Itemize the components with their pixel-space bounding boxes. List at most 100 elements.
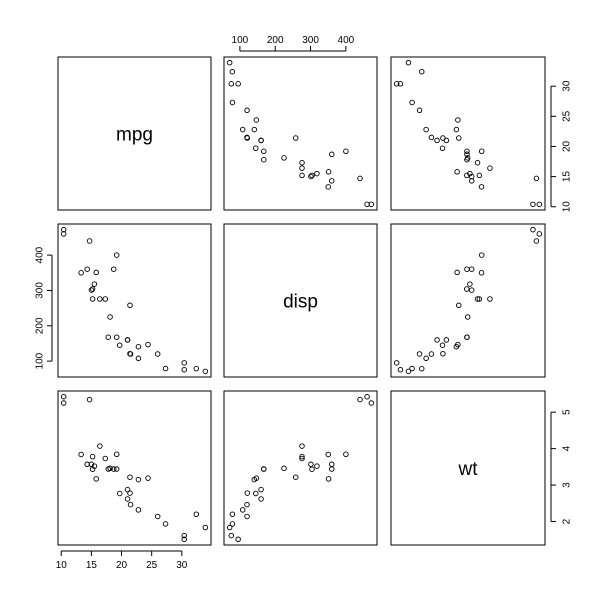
point-wt-vs-mpg-27 bbox=[154, 513, 161, 520]
point-wt-vs-disp-19 bbox=[228, 532, 235, 539]
point-disp-vs-wt-4 bbox=[456, 302, 462, 309]
panel-mpg-wt bbox=[390, 56, 546, 211]
point-disp-vs-wt-27 bbox=[416, 351, 423, 357]
point-wt-vs-mpg-19 bbox=[181, 532, 187, 539]
point-disp-vs-wt-23 bbox=[464, 286, 470, 292]
point-wt-vs-mpg-31 bbox=[88, 461, 95, 468]
point-wt-vs-disp-26 bbox=[229, 521, 236, 527]
point-mpg-vs-disp-22 bbox=[314, 170, 320, 177]
point-mpg-vs-wt-13 bbox=[474, 159, 481, 166]
point-wt-vs-mpg-13 bbox=[102, 455, 109, 462]
panel-wt-disp bbox=[223, 390, 378, 546]
panel-disp-disp: disp bbox=[223, 223, 378, 378]
point-disp-vs-mpg-9 bbox=[135, 343, 142, 350]
point-disp-vs-mpg-32 bbox=[127, 350, 133, 357]
tick-label: 10 bbox=[56, 560, 68, 571]
point-wt-vs-mpg-17 bbox=[86, 396, 93, 403]
point-wt-vs-mpg-14 bbox=[89, 453, 96, 460]
tick-label: 300 bbox=[302, 35, 319, 46]
point-mpg-vs-disp-18 bbox=[229, 68, 236, 75]
point-disp-vs-mpg-31 bbox=[88, 287, 95, 293]
point-disp-vs-mpg-20 bbox=[202, 368, 209, 375]
point-mpg-vs-wt-20 bbox=[405, 59, 412, 66]
point-disp-vs-mpg-23 bbox=[89, 286, 96, 292]
axis-right-wt: 2 3 4 5 bbox=[550, 409, 573, 524]
point-wt-vs-disp-22 bbox=[314, 463, 320, 469]
panel-wt-mpg bbox=[57, 390, 212, 546]
point-mpg-vs-wt-14 bbox=[476, 172, 483, 179]
point-wt-vs-disp-21 bbox=[244, 501, 250, 508]
tick-label: 30 bbox=[562, 80, 573, 92]
point-mpg-vs-disp-10 bbox=[261, 148, 267, 155]
point-disp-vs-wt-30 bbox=[439, 342, 446, 348]
point-disp-vs-wt-21 bbox=[428, 351, 435, 357]
point-mpg-vs-wt-4 bbox=[456, 135, 462, 141]
tick-label: 400 bbox=[35, 246, 46, 263]
point-wt-vs-disp-4 bbox=[292, 474, 299, 480]
panel-wt-wt: wt bbox=[390, 390, 546, 546]
point-disp-vs-mpg-22 bbox=[91, 281, 98, 287]
point-wt-vs-disp-16 bbox=[364, 393, 370, 400]
point-wt-vs-mpg-25 bbox=[113, 451, 120, 458]
point-mpg-vs-wt-32 bbox=[440, 135, 446, 141]
panel-frame bbox=[223, 390, 378, 546]
point-disp-vs-wt-25 bbox=[478, 252, 485, 258]
point-mpg-vs-wt-26 bbox=[409, 99, 415, 106]
point-disp-vs-mpg-6 bbox=[107, 314, 113, 320]
point-disp-vs-mpg-30 bbox=[116, 342, 123, 348]
point-disp-vs-mpg-10 bbox=[113, 334, 120, 340]
tick-label: 300 bbox=[35, 282, 46, 299]
point-wt-vs-disp-9 bbox=[251, 476, 258, 483]
point-wt-vs-mpg-18 bbox=[193, 511, 200, 518]
point-disp-vs-mpg-25 bbox=[113, 252, 120, 258]
point-mpg-vs-disp-17 bbox=[357, 175, 363, 182]
point-mpg-vs-disp-28 bbox=[235, 81, 241, 87]
point-disp-vs-mpg-16 bbox=[60, 231, 67, 237]
point-wt-vs-mpg-21 bbox=[127, 501, 134, 508]
point-wt-vs-mpg-12 bbox=[97, 443, 103, 449]
point-wt-vs-mpg-23 bbox=[89, 466, 96, 472]
point-mpg-vs-disp-29 bbox=[325, 169, 332, 175]
point-disp-vs-wt-6 bbox=[464, 314, 471, 320]
point-wt-vs-disp-11 bbox=[261, 466, 267, 472]
point-mpg-vs-wt-30 bbox=[439, 145, 446, 152]
tick-label: 3 bbox=[562, 482, 573, 488]
panel-frame bbox=[390, 56, 546, 211]
point-mpg-vs-disp-9 bbox=[251, 126, 258, 133]
point-mpg-vs-disp-23 bbox=[309, 172, 315, 179]
diagonal-label-disp: disp bbox=[283, 292, 318, 313]
point-wt-vs-mpg-20 bbox=[202, 524, 209, 531]
point-mpg-vs-wt-28 bbox=[393, 81, 400, 87]
point-wt-vs-disp-15 bbox=[368, 400, 375, 406]
point-wt-vs-mpg-11 bbox=[105, 466, 112, 472]
tick-label: 100 bbox=[232, 35, 249, 46]
axis-right-mpg: 10 15 20 25 30 bbox=[550, 80, 573, 213]
point-wt-vs-disp-6 bbox=[281, 465, 287, 472]
point-disp-vs-wt-11 bbox=[464, 334, 470, 340]
point-disp-vs-wt-20 bbox=[405, 368, 412, 375]
point-mpg-vs-disp-16 bbox=[364, 201, 370, 208]
point-wt-vs-disp-32 bbox=[244, 490, 251, 496]
point-disp-vs-wt-5 bbox=[464, 266, 470, 272]
point-disp-vs-mpg-5 bbox=[110, 266, 117, 272]
panel-mpg-mpg: mpg bbox=[57, 56, 212, 211]
point-mpg-vs-wt-1 bbox=[434, 137, 440, 144]
point-wt-vs-mpg-30 bbox=[116, 490, 123, 497]
point-mpg-vs-disp-6 bbox=[281, 155, 287, 161]
axis-left-disp: 100 200 300 400 bbox=[35, 246, 53, 369]
point-mpg-vs-wt-19 bbox=[397, 81, 404, 87]
point-disp-vs-mpg-13 bbox=[102, 296, 109, 302]
point-mpg-vs-disp-20 bbox=[226, 59, 233, 66]
axis-top-disp: 100 200 300 400 bbox=[232, 35, 355, 52]
point-wt-vs-mpg-32 bbox=[127, 490, 133, 496]
point-disp-vs-mpg-18 bbox=[193, 365, 200, 372]
tick-label: 10 bbox=[562, 201, 573, 213]
point-disp-vs-mpg-27 bbox=[154, 351, 161, 357]
point-mpg-vs-wt-10 bbox=[464, 148, 470, 155]
point-wt-vs-disp-13 bbox=[299, 455, 305, 462]
tick-label: 2 bbox=[562, 518, 573, 524]
point-mpg-vs-disp-32 bbox=[244, 135, 251, 141]
point-mpg-vs-wt-16 bbox=[536, 201, 543, 208]
point-mpg-vs-disp-8 bbox=[253, 117, 260, 123]
